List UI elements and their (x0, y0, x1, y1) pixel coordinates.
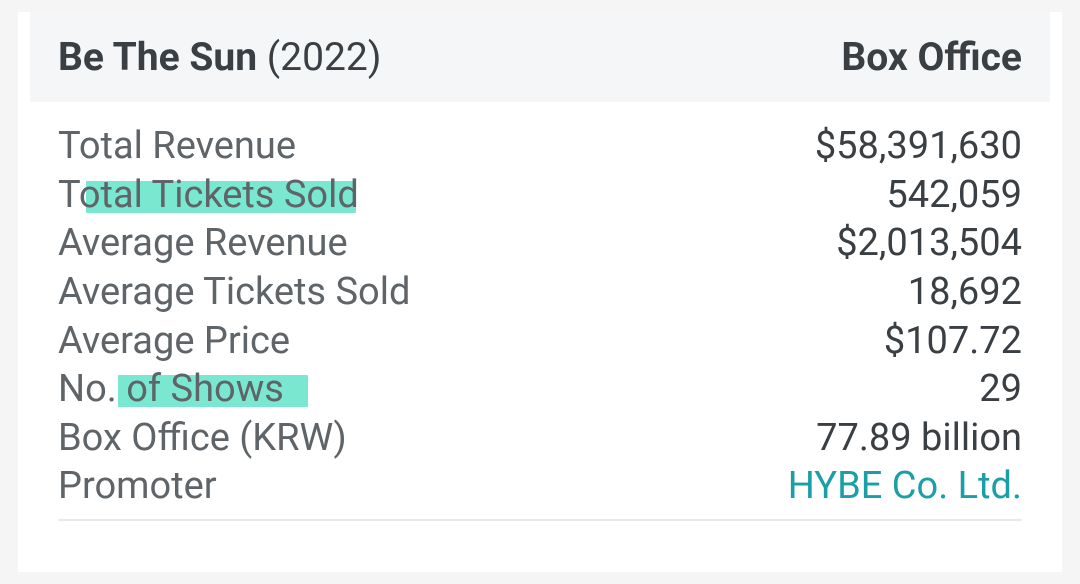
stats-body: Total Revenue $58,391,630 Total Tickets … (58, 102, 1022, 521)
stat-value: $107.72 (884, 317, 1022, 366)
card-header: Be The Sun (2022) Box Office (30, 12, 1050, 102)
stat-row: Average Revenue $2,013,504 (58, 219, 1022, 268)
tour-year: (2022) (267, 34, 382, 80)
stat-row: Average Price $107.72 (58, 317, 1022, 366)
box-office-card: Be The Sun (2022) Box Office Total Reven… (18, 12, 1062, 572)
stat-label: Promoter (58, 462, 217, 511)
stat-row: No. of Shows 29 (58, 365, 1022, 414)
stat-row: Box Office (KRW) 77.89 billion (58, 414, 1022, 463)
stat-value: 77.89 billion (816, 414, 1022, 463)
stat-row: Average Tickets Sold 18,692 (58, 268, 1022, 317)
stat-label: Average Revenue (58, 219, 348, 268)
stat-label: Average Tickets Sold (58, 268, 410, 317)
tour-title-wrap: Be The Sun (2022) (58, 34, 381, 80)
stat-label: Total Tickets Sold (58, 171, 359, 220)
header-right-label: Box Office (841, 34, 1022, 80)
stat-label: Average Price (58, 317, 290, 366)
stat-value: $2,013,504 (836, 219, 1022, 268)
tour-title: Be The Sun (58, 34, 257, 80)
promoter-link[interactable]: HYBE Co. Ltd. (788, 462, 1022, 511)
stat-value: 29 (979, 365, 1022, 414)
stat-label: Box Office (KRW) (58, 414, 347, 463)
stat-value: $58,391,630 (815, 122, 1022, 171)
stat-label: Total Revenue (58, 122, 296, 171)
stat-value: 542,059 (886, 171, 1022, 220)
stat-row: Total Revenue $58,391,630 (58, 122, 1022, 171)
stat-row: Promoter HYBE Co. Ltd. (58, 462, 1022, 511)
stat-value: 18,692 (908, 268, 1022, 317)
stat-label: No. of Shows (58, 365, 284, 414)
stat-row: Total Tickets Sold 542,059 (58, 171, 1022, 220)
